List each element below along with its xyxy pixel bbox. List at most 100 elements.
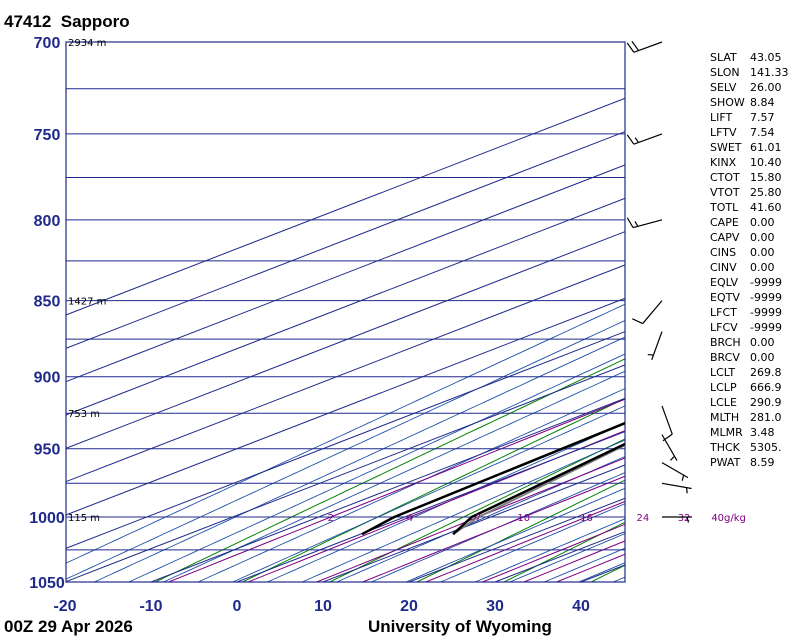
data-credit: University of Wyoming [368, 617, 552, 636]
wind-barb-staff [633, 133, 663, 145]
mixing-ratio-line [361, 475, 625, 582]
isotherm [66, 297, 625, 516]
moist-adiabat [162, 370, 625, 582]
index-name: PWAT [710, 456, 741, 469]
station-title: 47412 Sapporo [4, 12, 130, 32]
moist-adiabat [93, 336, 625, 582]
index-value: 5305. [750, 441, 782, 454]
wind-barb-feather [632, 318, 643, 325]
index-row: TOTL 41.60 [710, 200, 789, 215]
wind-barb-half-feather [686, 516, 690, 523]
wind-barb-half-feather [634, 137, 639, 143]
index-row: LCLP 666.9 [710, 380, 789, 395]
index-name: CINS [710, 246, 737, 259]
dry-adiabat [241, 397, 625, 582]
temperature-tick-label: 40 [572, 598, 590, 615]
mixing-ratio-line [315, 457, 625, 582]
index-name: EQTV [710, 291, 740, 304]
mixing-ratio-label: 40g/kg [711, 513, 746, 524]
index-name: EQLV [710, 276, 739, 289]
mixing-ratio-label: 24 [636, 513, 649, 524]
moist-adiabat [300, 439, 625, 582]
index-value: 15.80 [750, 171, 782, 184]
pressure-tick-label: 700 [34, 35, 61, 52]
index-value: 7.54 [750, 126, 775, 139]
height-label: 115 m [68, 513, 100, 524]
index-value: -9999 [750, 321, 782, 334]
index-value: 25.80 [750, 186, 782, 199]
index-row: VTOT 25.80 [710, 185, 789, 200]
temperature-tick-label: 20 [400, 598, 418, 615]
pressure-tick-label: 850 [34, 294, 61, 311]
index-name: SLON [710, 66, 740, 79]
wind-barb-half-feather [670, 455, 675, 461]
index-value: 26.00 [750, 81, 782, 94]
wind-barb-staff [661, 405, 673, 435]
index-row: CINS 0.00 [710, 245, 789, 260]
isotherm [66, 164, 625, 383]
index-row: CAPV 0.00 [710, 230, 789, 245]
observation-time: 00Z 29 Apr 2026 [4, 617, 133, 636]
index-value: -9999 [750, 276, 782, 289]
index-name: MLMR [710, 426, 743, 439]
index-value: 43.05 [750, 51, 782, 64]
isotherm [322, 464, 625, 582]
index-name: LCLE [710, 396, 737, 409]
mixing-ratio-line [167, 398, 625, 582]
index-name: LFCT [710, 306, 737, 319]
index-row: LCLT 269.8 [710, 365, 789, 380]
index-row: MLTH 281.0 [710, 410, 789, 425]
index-name: LFTV [710, 126, 737, 139]
index-row: LCLE 290.9 [710, 395, 789, 410]
moist-adiabat [196, 388, 625, 582]
temperature-tick-label: 10 [314, 598, 332, 615]
moist-adiabat [335, 455, 625, 582]
index-name: SELV [710, 81, 737, 94]
wind-barb [661, 434, 678, 461]
index-value: 0.00 [750, 231, 775, 244]
isotherm [66, 197, 625, 416]
mixing-ratio-label: 10 [517, 513, 530, 524]
index-name: LCLT [710, 366, 736, 379]
index-row: CAPE 0.00 [710, 215, 789, 230]
wind-barb [662, 516, 692, 523]
index-value: -9999 [750, 306, 782, 319]
index-name: CAPV [710, 231, 740, 244]
pressure-tick-label: 950 [34, 442, 61, 459]
index-value: 0.00 [750, 261, 775, 274]
index-row: CTOT 15.80 [710, 170, 789, 185]
parcel-profile-line [452, 444, 625, 536]
wind-barb [626, 133, 663, 145]
height-label: 753 m [68, 409, 100, 420]
index-name: CINV [710, 261, 737, 274]
wind-barb-half-feather [634, 221, 639, 227]
index-row: THCK 5305. [710, 440, 789, 455]
index-name: VTOT [710, 186, 740, 199]
index-row: MLMR 3.48 [710, 425, 789, 440]
isotherm [66, 364, 625, 582]
index-name: SHOW [710, 96, 745, 109]
isotherm [236, 431, 625, 582]
index-row: SLAT 43.05 [710, 50, 789, 65]
index-name: BRCV [710, 351, 740, 364]
index-row: EQTV -9999 [710, 290, 789, 305]
stability-indices: SLAT 43.05 SLON 141.33 SELV 26.00 SHOW 8.84 LIFT… [710, 50, 789, 470]
index-name: LFCV [710, 321, 738, 334]
index-row: BRCH 0.00 [710, 335, 789, 350]
pressure-tick-label: 800 [34, 213, 61, 230]
isotherm [150, 397, 625, 582]
moist-adiabat [231, 405, 625, 582]
mixing-ratio-label: 32 [678, 513, 691, 524]
index-value: 290.9 [750, 396, 782, 409]
index-name: TOTL [710, 201, 739, 214]
wind-barb-half-feather [686, 487, 688, 494]
moist-adiabat [404, 487, 625, 582]
index-row: KINX 10.40 [710, 155, 789, 170]
temperature-tick-label: 0 [233, 598, 242, 615]
index-row: EQLV -9999 [710, 275, 789, 290]
index-value: 7.57 [750, 111, 775, 124]
index-value: 8.59 [750, 456, 775, 469]
isotherm [66, 231, 625, 449]
pressure-tick-label: 1050 [29, 575, 65, 592]
